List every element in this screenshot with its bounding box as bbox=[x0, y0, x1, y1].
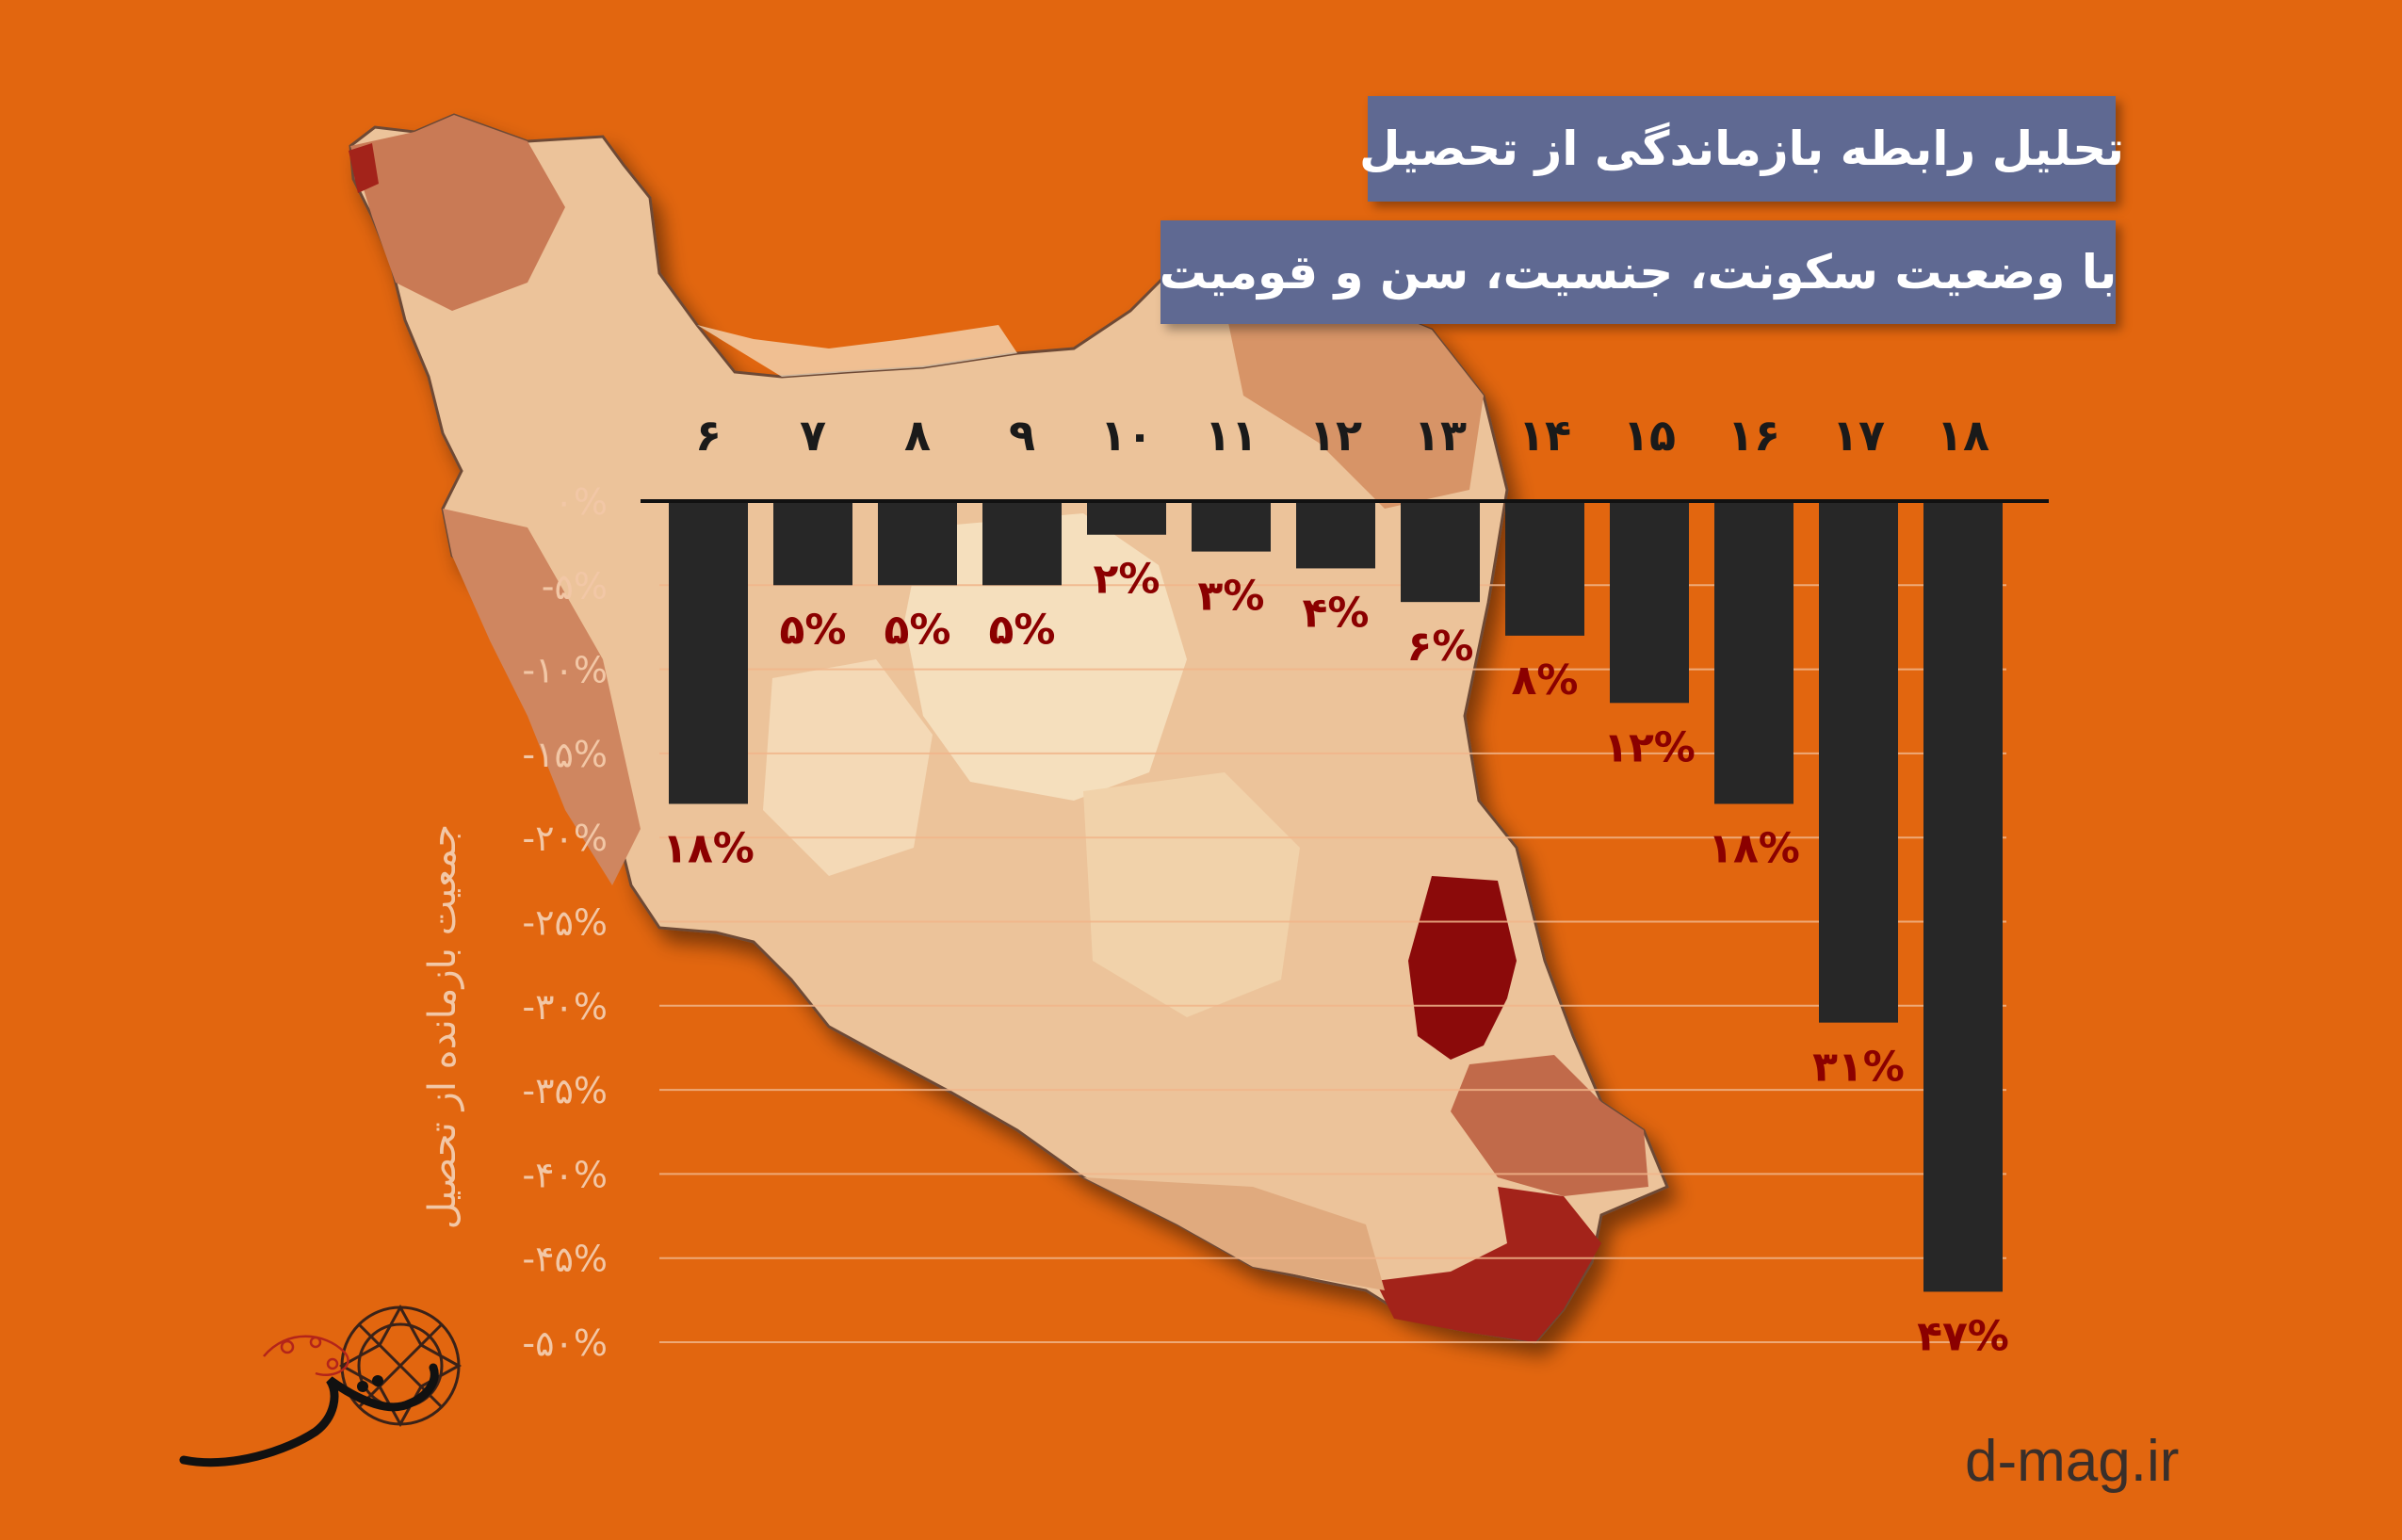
value-labels: ۱۸% ۵% ۵% ۵% ۲% ۳% ۴% ۶% ۸% ۱۲% ۱۸% ۳۱% ۴۷% bbox=[662, 556, 2009, 1361]
bar bbox=[1923, 501, 2003, 1292]
y-tick-label: -۱۵% bbox=[522, 734, 608, 775]
value-label: ۸% bbox=[1512, 657, 1579, 705]
map-region-east-light bbox=[1083, 772, 1300, 1017]
category-label: ۱۱ bbox=[1205, 410, 1258, 461]
y-ticks: ۰% -۵% -۱۰% -۱۵% -۲۰% -۲۵% -۳۰% -۳۵% -۴۰% -۴۵% -۵۰… bbox=[522, 481, 608, 1364]
category-label: ۹ bbox=[1009, 410, 1035, 461]
value-label: ۵% bbox=[885, 606, 951, 654]
bar bbox=[1714, 501, 1793, 804]
title-line-1: تحلیل رابطه بازماندگی از تحصیل bbox=[1359, 96, 2124, 202]
value-label: ۴% bbox=[1303, 589, 1370, 637]
category-label: ۸ bbox=[904, 410, 931, 461]
category-label: ۱۲ bbox=[1309, 410, 1362, 461]
map-small-dark-region bbox=[349, 143, 379, 193]
bar bbox=[1296, 501, 1375, 569]
category-labels: ۶ ۷ ۸ ۹ ۱۰ ۱۱ ۱۲ ۱۳ ۱۴ ۱۵ ۱۶ ۱۷ ۱۸ bbox=[695, 410, 1989, 461]
category-label: ۱۸ bbox=[1937, 410, 1989, 461]
category-label: ۷ bbox=[800, 410, 826, 461]
category-label: ۱۷ bbox=[1832, 410, 1885, 461]
y-tick-label: -۲۰% bbox=[522, 818, 608, 859]
map-region-southwest bbox=[443, 509, 641, 885]
bar bbox=[1401, 501, 1480, 603]
value-label: ۵% bbox=[989, 606, 1056, 654]
value-label: ۱۸% bbox=[1708, 824, 1800, 872]
bar bbox=[1087, 501, 1166, 535]
value-label: ۶% bbox=[1407, 623, 1474, 671]
value-label: ۱۲% bbox=[1603, 723, 1696, 771]
y-tick-label: -۴۵% bbox=[522, 1239, 608, 1280]
iran-map-background bbox=[349, 113, 1669, 1344]
bars bbox=[669, 501, 2003, 1292]
bar bbox=[982, 501, 1062, 586]
value-label: ۳% bbox=[1198, 573, 1265, 621]
y-tick-label: -۲۵% bbox=[522, 902, 608, 944]
value-label: ۲% bbox=[1094, 556, 1160, 604]
magazine-logo bbox=[179, 1304, 463, 1467]
y-tick-label: -۴۰% bbox=[522, 1154, 608, 1195]
y-tick-label: -۵۰% bbox=[522, 1322, 608, 1364]
y-tick-label: ۰% bbox=[554, 481, 608, 523]
bar bbox=[1819, 501, 1898, 1023]
y-tick-label: -۱۰% bbox=[522, 650, 608, 691]
map-caspian-sea bbox=[697, 325, 1017, 377]
y-tick-label: -۵% bbox=[542, 565, 608, 607]
website-url: d-mag.ir bbox=[1965, 1429, 2180, 1494]
category-label: ۱۳ bbox=[1414, 410, 1467, 461]
value-label: ۴۷% bbox=[1917, 1312, 2009, 1360]
map-region-northwest bbox=[350, 115, 565, 311]
y-tick-label: -۳۰% bbox=[522, 986, 608, 1028]
category-label: ۱۵ bbox=[1623, 410, 1676, 461]
bar bbox=[773, 501, 852, 586]
bar bbox=[1505, 501, 1584, 636]
bar bbox=[1192, 501, 1271, 552]
y-axis-label: جمعیت بازمانده از تحصیل bbox=[421, 823, 464, 1230]
category-label: ۶ bbox=[695, 410, 722, 461]
bar bbox=[669, 501, 748, 804]
category-label: ۱۰ bbox=[1100, 410, 1153, 461]
category-label: ۱۴ bbox=[1518, 410, 1571, 461]
y-tick-label: -۳۵% bbox=[522, 1070, 608, 1111]
value-label: ۵% bbox=[780, 606, 847, 654]
bar bbox=[1610, 501, 1689, 704]
value-label: ۳۱% bbox=[1812, 1044, 1905, 1092]
value-label: ۱۸% bbox=[662, 824, 755, 872]
title-line-2: با وضعیت سکونت، جنسیت، سن و قومیت bbox=[1160, 220, 2117, 324]
map-region-west-light bbox=[763, 659, 933, 876]
category-label: ۱۶ bbox=[1728, 410, 1780, 461]
map-region-south bbox=[1083, 1177, 1385, 1290]
map-region-southeast bbox=[1375, 1187, 1601, 1342]
bar bbox=[878, 501, 957, 586]
